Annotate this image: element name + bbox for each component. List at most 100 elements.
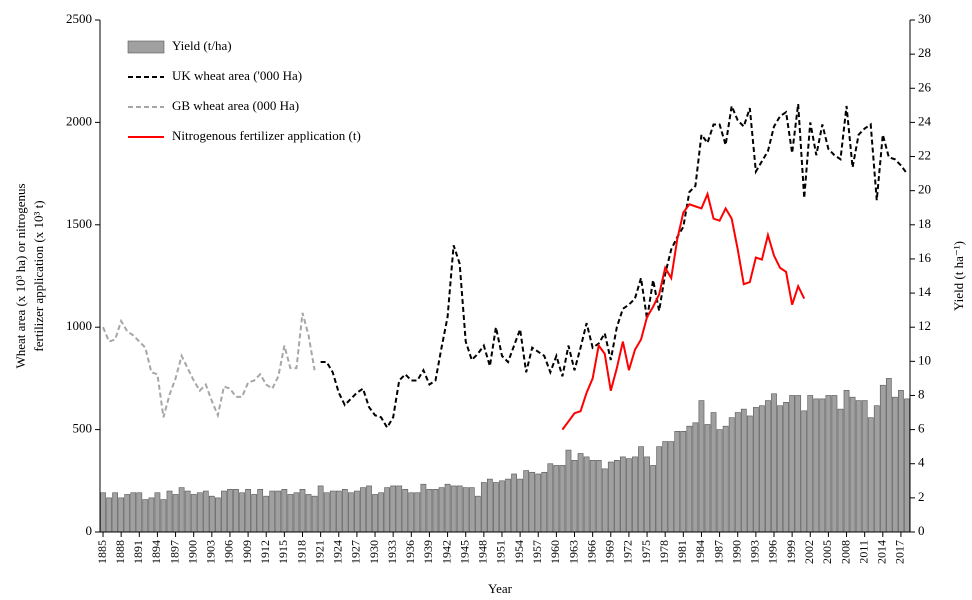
bar <box>251 494 258 533</box>
x-tick-label: 2002 <box>802 540 816 564</box>
y-tick-label: 2500 <box>66 11 92 26</box>
bar <box>136 492 143 533</box>
line <box>320 102 908 430</box>
bar <box>710 412 717 533</box>
bar <box>517 478 523 533</box>
bar <box>529 471 536 533</box>
bar <box>783 401 789 533</box>
x-axis-title: Year <box>488 581 513 596</box>
x-tick-label: 1885 <box>95 540 109 564</box>
bar <box>354 490 360 533</box>
x-tick-label: 1915 <box>276 540 290 564</box>
x-tick-label: 1996 <box>766 540 780 564</box>
x-tick-label: 2008 <box>838 540 852 564</box>
legend-swatch <box>127 40 165 54</box>
x-tick-label: 1981 <box>675 540 689 564</box>
bar <box>142 499 149 533</box>
x-tick-label: 1948 <box>476 540 490 564</box>
y2-tick-label: 28 <box>918 45 931 60</box>
y2-tick-label: 18 <box>918 216 931 231</box>
bar <box>360 487 366 533</box>
bar <box>390 485 397 533</box>
bar <box>269 490 276 533</box>
bar <box>613 460 620 533</box>
bar <box>487 478 493 533</box>
bar <box>692 422 699 533</box>
bar <box>505 478 511 533</box>
bar <box>335 490 342 533</box>
y2-tick-label: 14 <box>918 284 932 299</box>
x-tick-label: 1900 <box>185 540 199 564</box>
bar <box>601 468 608 533</box>
bar <box>366 485 372 533</box>
x-tick-label: 1924 <box>331 540 345 564</box>
bar <box>885 378 892 533</box>
bar <box>740 408 747 533</box>
x-tick-label: 1897 <box>167 540 181 564</box>
y2-tick-label: 20 <box>918 182 931 197</box>
x-tick-label: 2011 <box>856 540 870 564</box>
bar <box>595 460 602 533</box>
bar <box>650 465 656 533</box>
bar <box>898 390 904 533</box>
x-tick-label: 1972 <box>621 540 635 564</box>
x-tick-label: 1993 <box>748 540 762 564</box>
bar <box>892 396 898 533</box>
y2-axis-title: Yield (t ha⁻¹) <box>951 241 966 311</box>
bar <box>674 431 681 533</box>
bar <box>287 494 294 533</box>
bar <box>468 487 475 533</box>
bar <box>813 398 820 533</box>
bar <box>698 400 705 533</box>
bar <box>686 425 693 533</box>
bar <box>124 494 131 533</box>
y2-tick-label: 26 <box>918 79 932 94</box>
y2-tick-label: 30 <box>918 11 931 26</box>
bar <box>281 489 288 533</box>
legend-label: GB wheat area (000 Ha) <box>172 98 299 113</box>
x-tick-label: 1954 <box>512 540 526 564</box>
bar <box>384 487 390 533</box>
bar <box>722 425 729 533</box>
bar <box>607 461 614 533</box>
bar <box>112 492 118 533</box>
x-tick-label: 1960 <box>548 540 562 564</box>
bar <box>577 453 584 533</box>
bar <box>807 395 814 533</box>
x-tick-label: 1903 <box>204 540 218 564</box>
bar <box>867 417 874 533</box>
bar <box>843 390 850 533</box>
x-tick-label: 1990 <box>729 540 743 564</box>
bar <box>184 490 191 533</box>
bar <box>565 449 572 533</box>
bar <box>499 480 505 533</box>
bar <box>855 400 862 533</box>
bar <box>777 405 783 533</box>
bar <box>849 396 856 533</box>
bar <box>106 497 112 533</box>
bar <box>462 487 469 533</box>
x-tick-label: 1957 <box>530 540 544 564</box>
bar <box>202 490 209 533</box>
bar <box>904 398 910 533</box>
y2-tick-label: 16 <box>918 250 932 265</box>
bar <box>873 405 880 533</box>
x-tick-label: 1969 <box>603 540 617 564</box>
bar <box>432 489 439 533</box>
bar <box>414 492 421 533</box>
x-tick-label: 1909 <box>240 540 254 564</box>
bar <box>420 483 427 533</box>
x-tick-label: 1999 <box>784 540 798 564</box>
x-tick-label: 1918 <box>294 540 308 564</box>
x-tick-label: 1987 <box>711 540 725 564</box>
bar <box>547 463 554 533</box>
x-tick-label: 1936 <box>403 540 417 564</box>
bar <box>535 473 542 533</box>
y-tick-label: 1000 <box>66 318 92 333</box>
legend-label: UK wheat area ('000 Ha) <box>172 68 302 83</box>
x-tick-label: 1930 <box>367 540 381 564</box>
line <box>561 190 806 431</box>
bar <box>245 489 251 533</box>
bar <box>765 400 771 533</box>
